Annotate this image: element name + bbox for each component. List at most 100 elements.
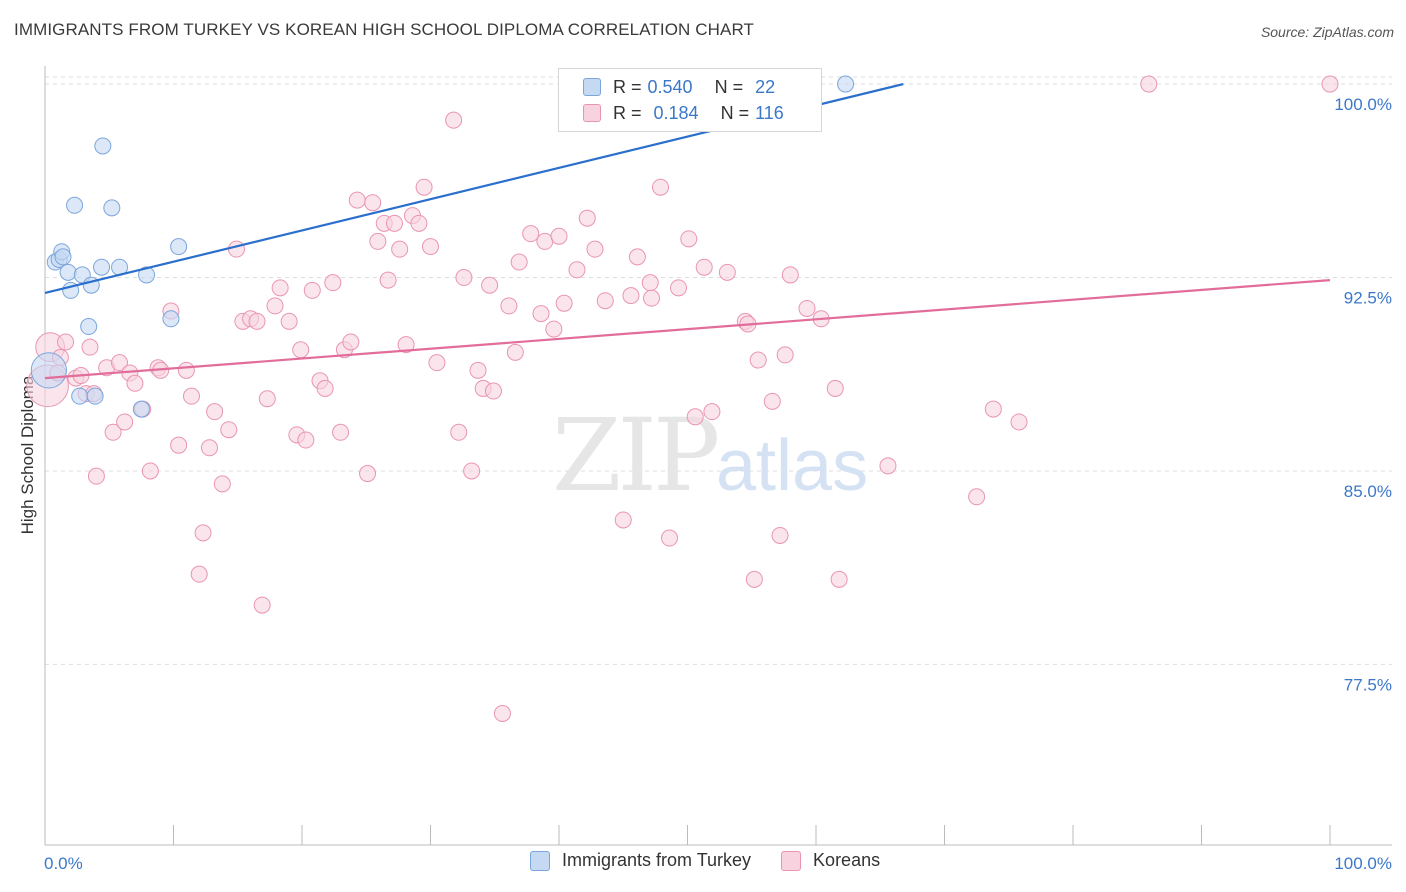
korean-point bbox=[422, 238, 439, 256]
turkey-point bbox=[93, 258, 111, 276]
korean-point bbox=[484, 382, 502, 400]
korean-point bbox=[1010, 413, 1028, 431]
korean-point bbox=[182, 387, 200, 405]
korean-point bbox=[776, 346, 794, 364]
korean-point bbox=[1140, 75, 1158, 93]
turkey-swatch bbox=[530, 850, 550, 871]
korean-point bbox=[266, 297, 284, 315]
korean-point bbox=[57, 333, 75, 351]
korean-point bbox=[455, 269, 473, 287]
korean-point bbox=[771, 526, 789, 544]
korean-point bbox=[641, 274, 659, 292]
y-tick-label: 77.5% bbox=[1344, 675, 1392, 694]
korean-point bbox=[879, 457, 897, 475]
n-value: 22 bbox=[755, 76, 776, 97]
turkey-point bbox=[138, 266, 156, 284]
korean-trendline bbox=[44, 278, 1331, 380]
korean-point bbox=[220, 421, 238, 439]
korean-point bbox=[410, 214, 428, 232]
turkey-point bbox=[54, 248, 72, 266]
korean-point bbox=[379, 271, 397, 289]
korean-point bbox=[522, 225, 540, 243]
korean-point bbox=[271, 279, 289, 297]
korean-point bbox=[798, 299, 816, 317]
korean-point bbox=[643, 289, 661, 307]
stats-legend: R = 0.540 N = 22 R = 0.184 N = 116 bbox=[558, 68, 822, 132]
korean-point bbox=[628, 248, 646, 266]
korean-point bbox=[280, 312, 298, 330]
korean-point bbox=[826, 379, 844, 397]
korean-point bbox=[332, 423, 350, 441]
korean-point bbox=[481, 276, 499, 294]
turkey-point bbox=[103, 199, 121, 217]
korean-point bbox=[194, 524, 212, 542]
korean-point bbox=[463, 462, 481, 480]
turkey-point bbox=[80, 318, 98, 336]
korean-point bbox=[87, 467, 105, 485]
korean-point bbox=[695, 258, 713, 276]
n-label: N = bbox=[714, 76, 744, 97]
korean-point bbox=[614, 511, 632, 529]
korean-point bbox=[141, 462, 159, 480]
korean-point bbox=[686, 408, 704, 426]
korean-point bbox=[364, 194, 382, 212]
korean-point bbox=[670, 279, 688, 297]
korean-point bbox=[586, 240, 604, 258]
stats-row-turkey: R = 0.540 N = 22 bbox=[583, 75, 775, 99]
korean-point bbox=[532, 305, 550, 323]
korean-point bbox=[568, 261, 586, 279]
korean-point bbox=[297, 431, 315, 449]
koreans-swatch bbox=[583, 104, 601, 122]
turkey-point bbox=[94, 137, 112, 155]
n-value: 116 bbox=[755, 102, 784, 123]
korean-point bbox=[984, 400, 1002, 418]
r-value: 0.540 bbox=[647, 76, 693, 97]
stats-row-koreans: R = 0.184 N = 116 bbox=[583, 101, 784, 125]
korean-point bbox=[680, 230, 698, 248]
korean-point bbox=[253, 596, 271, 614]
korean-point bbox=[348, 191, 366, 209]
korean-point bbox=[177, 361, 195, 379]
korean-point bbox=[415, 178, 433, 196]
legend-label-turkey: Immigrants from Turkey bbox=[562, 850, 752, 870]
korean-point bbox=[116, 413, 134, 431]
korean-point bbox=[506, 343, 524, 361]
korean-point bbox=[386, 214, 404, 232]
korean-point bbox=[397, 336, 415, 354]
korean-point bbox=[227, 240, 245, 258]
turkey-point bbox=[170, 238, 188, 256]
y-tick-label: 100.0% bbox=[1334, 95, 1392, 114]
y-axis-label: High School Diploma bbox=[18, 375, 37, 534]
korean-point bbox=[1321, 75, 1339, 93]
turkey-point bbox=[30, 352, 67, 389]
turkey-point bbox=[59, 263, 77, 281]
korean-point bbox=[555, 294, 573, 312]
korean-point bbox=[200, 439, 218, 457]
legend-label-koreans: Koreans bbox=[813, 850, 881, 870]
turkey-swatch bbox=[583, 78, 601, 96]
korean-point bbox=[445, 111, 463, 129]
korean-point bbox=[126, 374, 144, 392]
korean-point bbox=[781, 266, 799, 284]
korean-point bbox=[718, 263, 736, 281]
turkey-point bbox=[86, 387, 104, 405]
legend-item-turkey[interactable]: Immigrants from Turkey bbox=[530, 850, 751, 871]
korean-point bbox=[703, 403, 721, 421]
korean-point bbox=[450, 423, 468, 441]
y-tick-label: 85.0% bbox=[1344, 482, 1392, 501]
x-tick-label: 0.0% bbox=[44, 854, 83, 873]
r-value: 0.184 bbox=[653, 102, 699, 123]
korean-point bbox=[830, 570, 848, 588]
korean-point bbox=[369, 232, 387, 250]
series-legend: Immigrants from Turkey Koreans bbox=[530, 850, 910, 871]
korean-point bbox=[622, 287, 640, 305]
korean-point bbox=[536, 232, 554, 250]
korean-point bbox=[652, 178, 670, 196]
legend-item-koreans[interactable]: Koreans bbox=[781, 850, 880, 871]
korean-point bbox=[391, 240, 409, 258]
korean-point bbox=[545, 320, 563, 338]
korean-point bbox=[206, 403, 224, 421]
r-label: R = bbox=[613, 76, 642, 97]
korean-point bbox=[170, 436, 188, 454]
